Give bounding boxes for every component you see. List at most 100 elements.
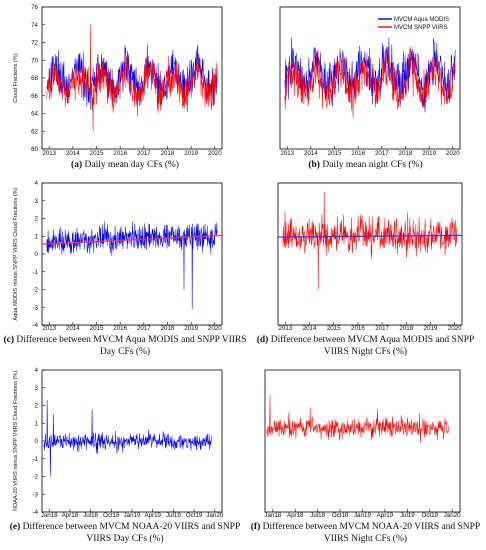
y-tick-label: 1 xyxy=(35,233,39,240)
y-tick-label: -1 xyxy=(32,269,38,276)
y-tick-label: -3 xyxy=(32,304,38,311)
y-tick-label: -4 xyxy=(32,322,38,329)
caption-text: Difference between MVCM NOAA-20 VIIRS an… xyxy=(22,522,241,544)
caption-e: (e) Difference between MVCM NOAA-20 VIIR… xyxy=(0,521,250,545)
series-line-blue xyxy=(43,400,212,477)
caption-label: (b) xyxy=(308,160,320,170)
y-tick-label: 64 xyxy=(31,111,38,118)
x-tick-label: Oct18 xyxy=(103,512,120,519)
chart-panel-a: 2013 2014 2015 2016 2017 2018 2019 2020 60 62 64 66… xyxy=(13,4,223,157)
x-tick-label: Jul18 xyxy=(83,512,98,519)
series-line-blue xyxy=(46,221,218,310)
y-tick-label: 66 xyxy=(31,93,38,100)
caption-label: (c) xyxy=(3,335,14,345)
caption-label: (a) xyxy=(71,160,83,170)
y-tick-label: 2 xyxy=(35,403,39,410)
caption-d: (d) Difference between MVCM Aqua MODIS a… xyxy=(245,334,486,358)
caption-c: (c) Difference between MVCM Aqua MODIS a… xyxy=(0,334,250,358)
y-axis-label: Aqua MODIS minus SNPP VIIRS Cloud Fracti… xyxy=(13,187,19,320)
x-tick-label: Jan18 xyxy=(264,512,281,519)
x-tick-label: 2014 xyxy=(66,325,80,332)
series-line-red xyxy=(282,191,458,290)
caption-f: (f) Difference between MVCM NOAA-20 VIIR… xyxy=(245,521,486,545)
y-axis-label: Cloud Fractions (%) xyxy=(13,53,19,103)
x-tick-label: 2013 xyxy=(42,150,56,157)
y-tick-label: -2 xyxy=(32,474,38,481)
y-tick-label: 4 xyxy=(35,180,39,187)
y-tick-label: 1 xyxy=(35,420,39,427)
x-tick-label: 2016 xyxy=(351,150,365,157)
plot-frame xyxy=(41,182,223,326)
y-tick-label: -3 xyxy=(32,491,38,498)
caption-a: (a) Daily mean day CFs (%) xyxy=(0,159,250,171)
x-tick-label: Apr18 xyxy=(62,512,79,519)
y-tick-label: -2 xyxy=(32,287,38,294)
x-tick-label: Jan19 xyxy=(124,512,141,519)
x-tick-label: 2018 xyxy=(399,150,413,157)
y-tick-label: 0 xyxy=(35,438,39,445)
series-line-red xyxy=(284,45,456,118)
x-tick-label: 2017 xyxy=(137,150,151,157)
x-tick-label: 2016 xyxy=(113,325,127,332)
x-tick-label: 2017 xyxy=(375,325,389,332)
plot-frame xyxy=(277,182,463,326)
y-tick-label: -1 xyxy=(32,456,38,463)
x-tick-label: 2015 xyxy=(90,325,104,332)
x-tick-label: 2019 xyxy=(184,150,198,157)
x-tick-label: 2015 xyxy=(90,150,104,157)
caption-b: (b) Daily mean night CFs (%) xyxy=(245,159,486,171)
x-tick-label: Apr18 xyxy=(287,512,304,519)
x-tick-label: 2020 xyxy=(448,325,462,332)
x-tick-label: 2013 xyxy=(278,325,292,332)
x-tick-label: 2019 xyxy=(422,150,436,157)
x-tick-label: Jan19 xyxy=(354,512,371,519)
x-tick-label: 2020 xyxy=(446,150,460,157)
x-tick-label: Jul19 xyxy=(400,512,415,519)
trend-line xyxy=(277,234,463,238)
x-tick-label: Jul18 xyxy=(310,512,325,519)
chart-panel-f: Jan18 Apr18 Jul18 Oct18 Jan19 Apr19 Jul19 Oct19… xyxy=(264,369,461,519)
x-tick-label: 2014 xyxy=(66,150,80,157)
x-tick-label: Oct19 xyxy=(422,512,439,519)
x-tick-label: 2015 xyxy=(328,150,342,157)
x-tick-label: Oct18 xyxy=(332,512,349,519)
x-tick-label: Jan20 xyxy=(444,512,461,519)
x-tick-label: 2017 xyxy=(137,325,151,332)
y-tick-label: 2 xyxy=(35,216,39,223)
x-tick-label: 2019 xyxy=(424,325,438,332)
x-tick-label: 2020 xyxy=(208,150,222,157)
series-line-red xyxy=(266,394,449,443)
chart-panel-e: Jan18 Apr18 Jul18 Oct18 Jan19 Apr19 Jul19 Oct19… xyxy=(13,367,224,519)
x-tick-label: Apr19 xyxy=(144,512,161,519)
y-tick-label: 3 xyxy=(35,385,39,392)
y-axis-label: NOAA-20 VIIRS minus SNPP VIIRS Cloud Fra… xyxy=(13,371,19,512)
caption-text: Daily mean night CFs (%) xyxy=(322,160,423,170)
x-tick-label: 2013 xyxy=(280,150,294,157)
x-tick-label: 2018 xyxy=(161,325,175,332)
chart-panel-d: 2013 2014 2015 2016 2017 2018 2019 2020 xyxy=(277,182,463,332)
x-tick-label: 2013 xyxy=(42,325,56,332)
caption-label: (e) xyxy=(9,522,21,532)
x-tick-label: Apr19 xyxy=(377,512,394,519)
y-tick-label: -4 xyxy=(32,509,38,516)
y-tick-label: 72 xyxy=(31,40,38,47)
x-tick-label: Jan18 xyxy=(41,512,58,519)
y-tick-label: 70 xyxy=(31,57,38,64)
y-tick-label: 0 xyxy=(35,251,39,258)
legend-label: MVCM Aqua MODIS xyxy=(394,17,449,23)
y-tick-label: 4 xyxy=(35,367,39,374)
x-tick-label: 2015 xyxy=(327,325,341,332)
x-tick-label: 2016 xyxy=(113,150,127,157)
x-tick-label: Oct19 xyxy=(186,512,203,519)
y-tick-label: 60 xyxy=(31,146,38,153)
x-tick-label: Jan20 xyxy=(206,512,223,519)
caption-text: Difference between MVCM Aqua MODIS and S… xyxy=(270,335,475,357)
x-tick-label: 2018 xyxy=(161,150,175,157)
x-tick-label: Jul19 xyxy=(166,512,181,519)
y-tick-label: 3 xyxy=(35,198,39,205)
trend-line xyxy=(41,234,223,245)
x-tick-label: 2019 xyxy=(184,325,198,332)
x-tick-label: 2017 xyxy=(375,150,389,157)
caption-text: Difference between MVCM NOAA-20 VIIRS an… xyxy=(262,522,481,544)
